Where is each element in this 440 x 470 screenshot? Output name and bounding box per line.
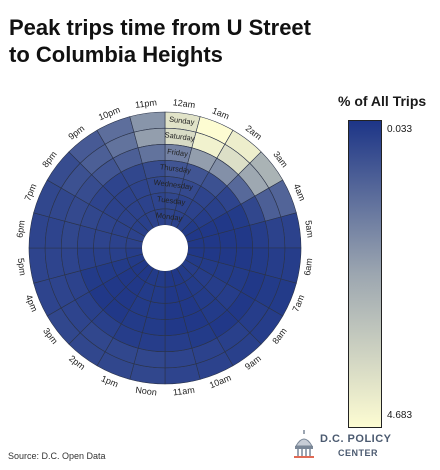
hour-label-6am: 6am bbox=[302, 258, 314, 277]
legend-color-bar bbox=[348, 120, 382, 428]
chart-title-line1: Peak trips time from U Street bbox=[9, 15, 311, 40]
hour-label-1pm: 1pm bbox=[100, 373, 120, 389]
legend-min-label: 4.683 bbox=[387, 410, 413, 421]
source-note: Source: D.C. Open Data bbox=[8, 451, 106, 461]
day-label-sunday: Sunday bbox=[169, 115, 196, 127]
logo-text-line1: D.C. POLICY bbox=[320, 433, 392, 445]
hour-label-5am: 5am bbox=[303, 220, 315, 239]
capitol-dome-icon bbox=[294, 430, 314, 458]
legend-title: % of All Trips bbox=[338, 93, 427, 109]
center-hole bbox=[142, 225, 188, 271]
heat-cell-thursday-11am bbox=[164, 316, 189, 336]
hour-label-10pm: 10pm bbox=[97, 105, 122, 123]
day-label-thursday: Thursday bbox=[159, 162, 191, 175]
day-label-tuesday: Tuesday bbox=[157, 194, 187, 207]
day-label-monday: Monday bbox=[155, 210, 183, 222]
hour-label-noon: Noon bbox=[135, 385, 158, 398]
heat-cell-thursday-5am bbox=[233, 224, 253, 249]
hour-label-7am: 7am bbox=[290, 293, 306, 313]
day-label-saturday: Saturday bbox=[164, 130, 195, 143]
chart-title: Peak trips time from U Street to Columbi… bbox=[9, 14, 311, 68]
radial-heatmap: 12am1am2am3am4am5am6am7am8am9am10am11amN… bbox=[15, 97, 316, 398]
day-label-friday: Friday bbox=[167, 147, 189, 159]
hour-label-7pm: 7pm bbox=[22, 182, 38, 202]
hour-label-11pm: 11pm bbox=[135, 97, 158, 110]
heat-cell-thursday-5pm bbox=[77, 247, 97, 272]
hour-label-4am: 4am bbox=[292, 182, 308, 202]
hour-label-4pm: 4pm bbox=[24, 293, 40, 313]
hour-label-12am: 12am bbox=[172, 97, 196, 110]
hour-label-11am: 11am bbox=[172, 385, 195, 398]
chart-title-line2: to Columbia Heights bbox=[9, 42, 223, 67]
dc-policy-center-logo: D.C. POLICY CENTER bbox=[292, 424, 402, 468]
legend-max-label: 0.033 bbox=[387, 124, 413, 135]
logo-text-line2: CENTER bbox=[338, 448, 379, 458]
hour-label-1am: 1am bbox=[211, 105, 231, 121]
hour-label-6pm: 6pm bbox=[15, 220, 27, 239]
hour-label-5pm: 5pm bbox=[16, 258, 28, 277]
